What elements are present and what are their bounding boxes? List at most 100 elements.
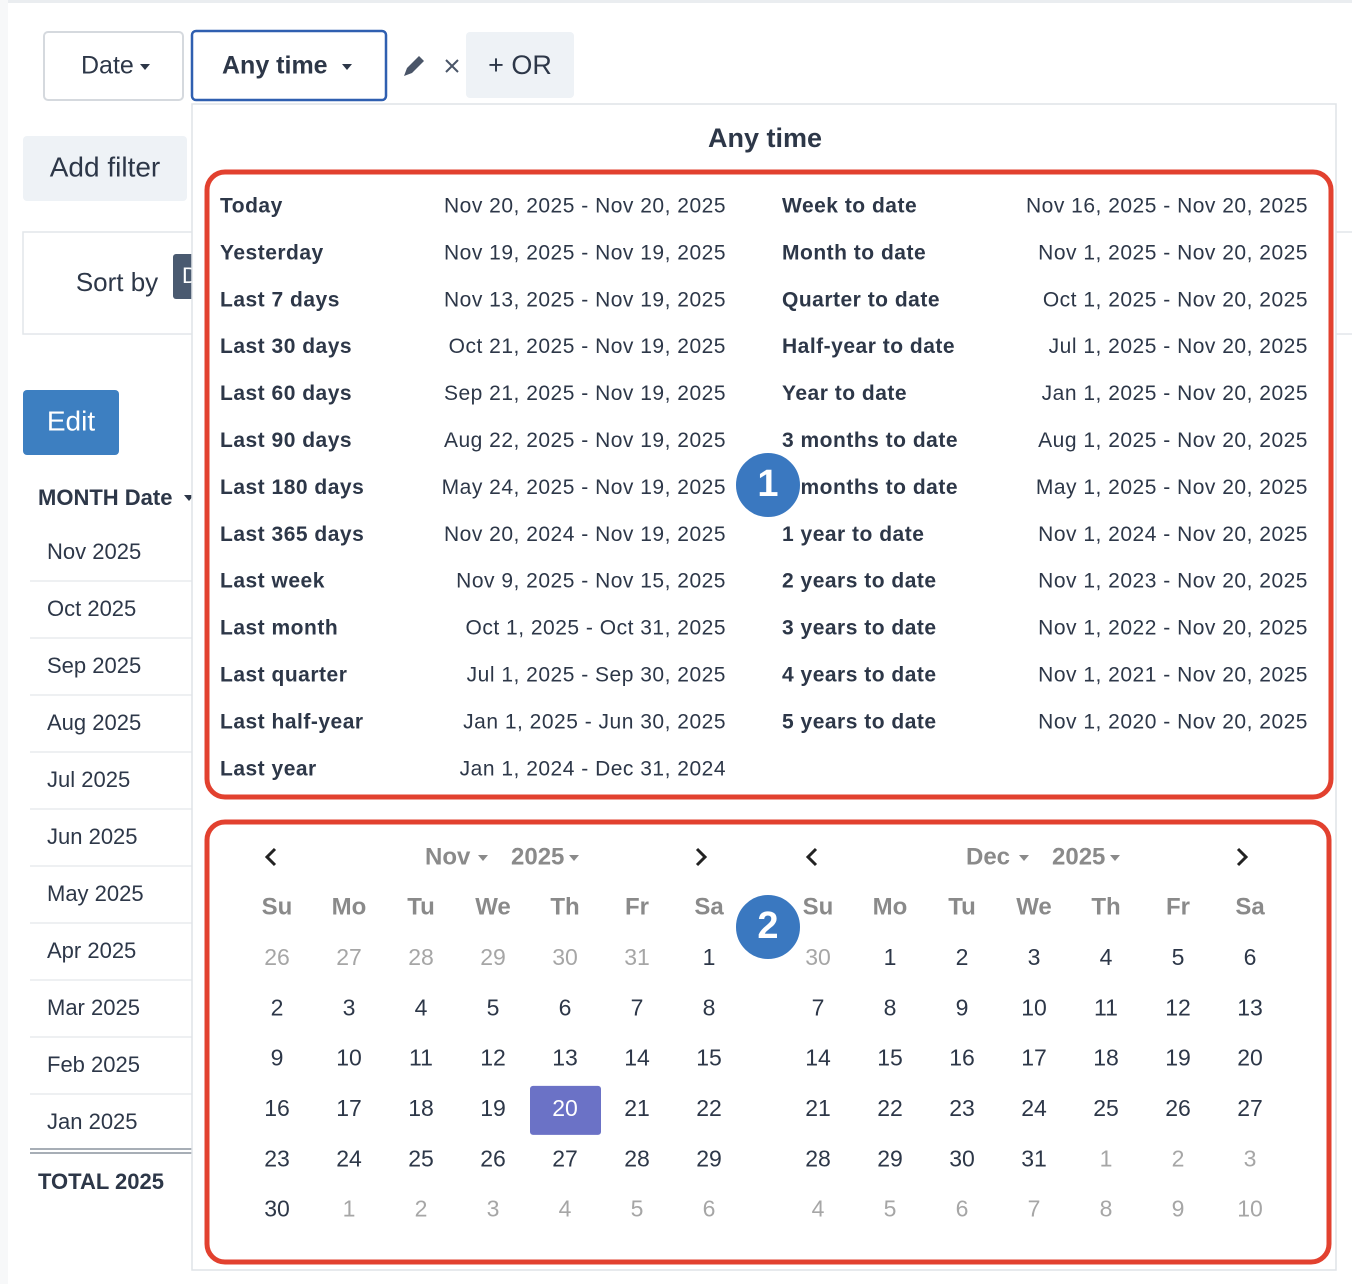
day[interactable]: 17 — [336, 1095, 362, 1121]
day[interactable]: 9 — [271, 1045, 284, 1071]
preset-range[interactable]: Nov 1, 2021 - Nov 20, 2025 — [1038, 664, 1308, 687]
preset-label[interactable]: 1 year to date — [782, 523, 924, 546]
day[interactable]: 11 — [1094, 994, 1118, 1020]
day[interactable]: 14 — [624, 1045, 650, 1071]
preset-range[interactable]: Sep 21, 2025 - Nov 19, 2025 — [444, 382, 726, 405]
next-month[interactable] — [695, 847, 708, 867]
preset-range[interactable]: Nov 20, 2025 - Nov 20, 2025 — [444, 195, 726, 218]
preset-range[interactable]: Aug 22, 2025 - Nov 19, 2025 — [444, 429, 726, 452]
day[interactable]: 1 — [1100, 1145, 1113, 1171]
preset-range[interactable]: Aug 1, 2025 - Nov 20, 2025 — [1038, 429, 1308, 452]
day[interactable]: 9 — [1172, 1196, 1185, 1222]
preset-range[interactable]: Nov 1, 2023 - Nov 20, 2025 — [1038, 570, 1308, 593]
month-select[interactable]: Nov — [425, 843, 471, 870]
preset-range[interactable]: May 24, 2025 - Nov 19, 2025 — [442, 476, 726, 499]
preset-range[interactable]: May 1, 2025 - Nov 20, 2025 — [1036, 476, 1308, 499]
edit-button[interactable] — [23, 390, 119, 455]
day[interactable]: 12 — [480, 1045, 506, 1071]
day[interactable]: 27 — [552, 1145, 578, 1171]
preset-range[interactable]: Jul 1, 2025 - Nov 20, 2025 — [1049, 335, 1308, 358]
day[interactable]: 17 — [1021, 1045, 1047, 1071]
preset-range[interactable]: Nov 9, 2025 - Nov 15, 2025 — [456, 570, 726, 593]
day[interactable]: 23 — [949, 1095, 975, 1121]
preset-label[interactable]: Last half-year — [220, 710, 364, 733]
day[interactable]: 13 — [1237, 994, 1263, 1020]
day[interactable]: 28 — [408, 944, 434, 970]
day[interactable]: 29 — [480, 944, 506, 970]
preset-range[interactable]: Oct 1, 2025 - Nov 20, 2025 — [1043, 288, 1308, 311]
day[interactable]: 6 — [559, 994, 572, 1020]
preset-range[interactable]: Nov 1, 2022 - Nov 20, 2025 — [1038, 617, 1308, 640]
preset-label[interactable]: Today — [220, 195, 283, 218]
day[interactable]: 30 — [552, 944, 578, 970]
preset-range[interactable]: Jul 1, 2025 - Sep 30, 2025 — [467, 664, 726, 687]
year-select[interactable]: 2025 — [1052, 843, 1105, 870]
day[interactable]: 31 — [1021, 1145, 1047, 1171]
preset-label[interactable]: Last 365 days — [220, 523, 364, 546]
day[interactable]: 2 — [415, 1196, 428, 1222]
day[interactable]: 6 — [703, 1196, 716, 1222]
day[interactable]: 16 — [949, 1045, 975, 1071]
day[interactable]: 29 — [696, 1145, 722, 1171]
day[interactable]: 30 — [805, 944, 831, 970]
preset-range[interactable]: Nov 19, 2025 - Nov 19, 2025 — [444, 241, 726, 264]
day[interactable]: 2 — [956, 944, 969, 970]
preset-label[interactable]: Last 30 days — [220, 335, 352, 358]
preset-label[interactable]: Half-year to date — [782, 335, 955, 358]
preset-range[interactable]: Jan 1, 2024 - Dec 31, 2024 — [460, 757, 726, 780]
day[interactable]: 25 — [1093, 1095, 1119, 1121]
remove-icon[interactable] — [445, 59, 459, 73]
day[interactable]: 15 — [696, 1045, 722, 1071]
day[interactable]: 31 — [624, 944, 650, 970]
preset-label[interactable]: 3 years to date — [782, 617, 937, 640]
day[interactable]: 6 — [1244, 944, 1257, 970]
day[interactable]: 16 — [264, 1095, 290, 1121]
preset-range[interactable]: Oct 21, 2025 - Nov 19, 2025 — [449, 335, 726, 358]
day[interactable]: 8 — [1100, 1196, 1113, 1222]
day[interactable]: 7 — [812, 994, 825, 1020]
preset-range[interactable]: Nov 1, 2020 - Nov 20, 2025 — [1038, 710, 1308, 733]
day[interactable]: 3 — [1028, 944, 1041, 970]
preset-label[interactable]: 4 years to date — [782, 664, 937, 687]
year-select[interactable]: 2025 — [511, 843, 564, 870]
preset-label[interactable]: 3 months to date — [782, 429, 958, 452]
day[interactable]: 21 — [624, 1095, 650, 1121]
next-month[interactable] — [1236, 847, 1249, 867]
day[interactable]: 4 — [1100, 944, 1113, 970]
preset-label[interactable]: Last month — [220, 617, 338, 640]
preset-range[interactable]: Nov 20, 2024 - Nov 19, 2025 — [444, 523, 726, 546]
day[interactable]: 2 — [271, 994, 284, 1020]
day[interactable]: 29 — [877, 1145, 903, 1171]
day[interactable]: 26 — [264, 944, 290, 970]
day[interactable]: 30 — [264, 1196, 290, 1222]
day[interactable]: 7 — [1028, 1196, 1041, 1222]
preset-label[interactable]: Last year — [220, 757, 317, 780]
day[interactable]: 4 — [415, 994, 428, 1020]
day[interactable]: 19 — [480, 1095, 506, 1121]
day[interactable]: 28 — [805, 1145, 831, 1171]
or-button[interactable] — [466, 32, 574, 98]
day[interactable]: 18 — [408, 1095, 434, 1121]
day[interactable]: 10 — [336, 1045, 362, 1071]
day[interactable]: 18 — [1093, 1045, 1119, 1071]
day[interactable]: 4 — [559, 1196, 572, 1222]
preset-label[interactable]: Yesterday — [220, 241, 324, 264]
day[interactable]: 24 — [336, 1145, 362, 1171]
day[interactable]: 3 — [343, 994, 356, 1020]
range-button[interactable] — [190, 29, 388, 102]
day[interactable]: 2 — [1172, 1145, 1185, 1171]
preset-label[interactable]: 5 years to date — [782, 710, 937, 733]
day[interactable]: 10 — [1237, 1196, 1263, 1222]
day[interactable]: 24 — [1021, 1095, 1047, 1121]
preset-range[interactable]: Jan 1, 2025 - Jun 30, 2025 — [463, 710, 726, 733]
preset-range[interactable]: Jan 1, 2025 - Nov 20, 2025 — [1042, 382, 1308, 405]
day[interactable]: 23 — [264, 1145, 290, 1171]
day[interactable]: 1 — [884, 944, 897, 970]
day[interactable]: 14 — [805, 1045, 831, 1071]
day[interactable]: 21 — [805, 1095, 831, 1121]
preset-range[interactable]: Nov 16, 2025 - Nov 20, 2025 — [1026, 195, 1308, 218]
day[interactable]: 27 — [336, 944, 362, 970]
day[interactable]: 22 — [696, 1095, 722, 1121]
preset-label[interactable]: 6 months to date — [782, 476, 958, 499]
day[interactable]: 8 — [703, 994, 716, 1020]
